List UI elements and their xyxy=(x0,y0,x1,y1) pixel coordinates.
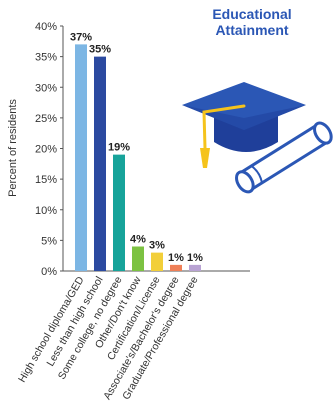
y-tick-label: 10% xyxy=(35,205,57,217)
data-label: 19% xyxy=(108,142,130,154)
y-tick-label: 5% xyxy=(41,235,57,247)
bar xyxy=(132,246,144,271)
y-tick-label: 15% xyxy=(35,174,57,186)
y-tick-label: 25% xyxy=(35,113,57,125)
bar xyxy=(170,264,182,271)
data-label: 4% xyxy=(130,234,146,246)
graduation-cap-diploma-icon xyxy=(182,82,333,194)
chart-title-line-2: Attainment xyxy=(215,22,288,38)
y-axis-label: Percent of residents xyxy=(7,99,19,197)
bar xyxy=(151,252,163,271)
data-label: 1% xyxy=(187,252,203,264)
bar xyxy=(113,154,125,271)
y-tick-label: 20% xyxy=(35,144,57,156)
y-tick-label: 40% xyxy=(35,21,57,33)
y-tick-label: 30% xyxy=(35,82,57,94)
bar xyxy=(75,44,87,271)
bar xyxy=(94,56,106,271)
y-tick-label: 0% xyxy=(41,266,57,278)
bar xyxy=(189,264,201,271)
y-tick-label: 35% xyxy=(35,52,57,64)
data-label: 3% xyxy=(149,240,165,252)
data-label: 1% xyxy=(168,252,184,264)
data-label: 35% xyxy=(89,44,111,56)
data-label: 37% xyxy=(70,31,92,43)
chart-title-line-1: Educational xyxy=(212,6,291,22)
